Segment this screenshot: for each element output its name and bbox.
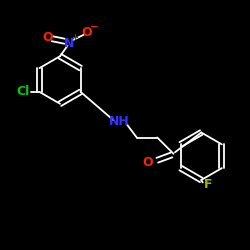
Text: Cl: Cl <box>17 86 30 98</box>
Text: F: F <box>204 178 212 191</box>
Text: O: O <box>142 156 153 169</box>
Text: O: O <box>43 31 53 44</box>
Text: N: N <box>64 37 74 50</box>
Text: +: + <box>71 33 78 42</box>
Text: −: − <box>90 22 98 32</box>
Text: NH: NH <box>108 115 129 128</box>
Text: O: O <box>82 26 92 39</box>
